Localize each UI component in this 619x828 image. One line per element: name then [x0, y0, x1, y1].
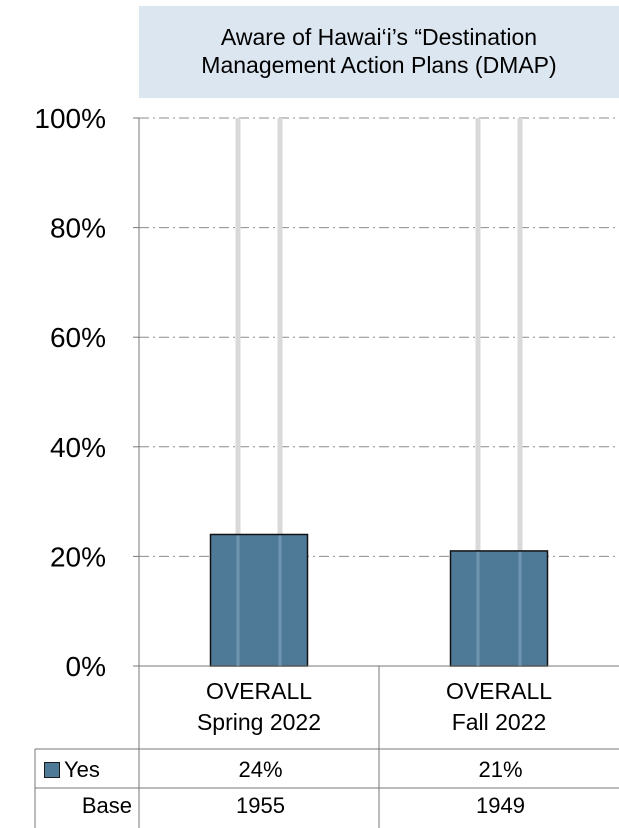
table-row-yes-label: Yes [35, 757, 139, 783]
y-tick-label: 0% [66, 651, 106, 682]
table-cell-base-fall: 1949 [476, 793, 525, 818]
table-cell-base-spring: 1955 [236, 793, 285, 818]
yes-legend-marker [44, 762, 60, 778]
table-row-base-label: Base [81, 793, 132, 818]
bar [449, 550, 549, 667]
x-category-label: OVERALL [206, 678, 312, 704]
x-category-label: OVERALL [446, 678, 552, 704]
bar [209, 533, 309, 667]
table-cell-yes-spring: 24% [238, 757, 283, 782]
yes-legend-label: Yes [64, 757, 100, 782]
chart-title-box: Aware of Hawai‘i’s “Destination Manageme… [139, 6, 619, 98]
y-tick-label: 40% [50, 432, 106, 463]
chart-title-line-2: Management Action Plans (DMAP) [201, 52, 557, 78]
y-tick-label: 60% [50, 322, 106, 353]
table-cell-yes-fall: 21% [478, 757, 523, 782]
chart-title-line-1: Aware of Hawai‘i’s “Destination [220, 24, 538, 50]
x-category-label: Fall 2022 [452, 709, 547, 735]
y-tick-label: 100% [34, 103, 106, 134]
x-category-label: Spring 2022 [197, 709, 321, 735]
y-tick-label: 20% [50, 541, 106, 572]
y-tick-label: 80% [50, 213, 106, 244]
